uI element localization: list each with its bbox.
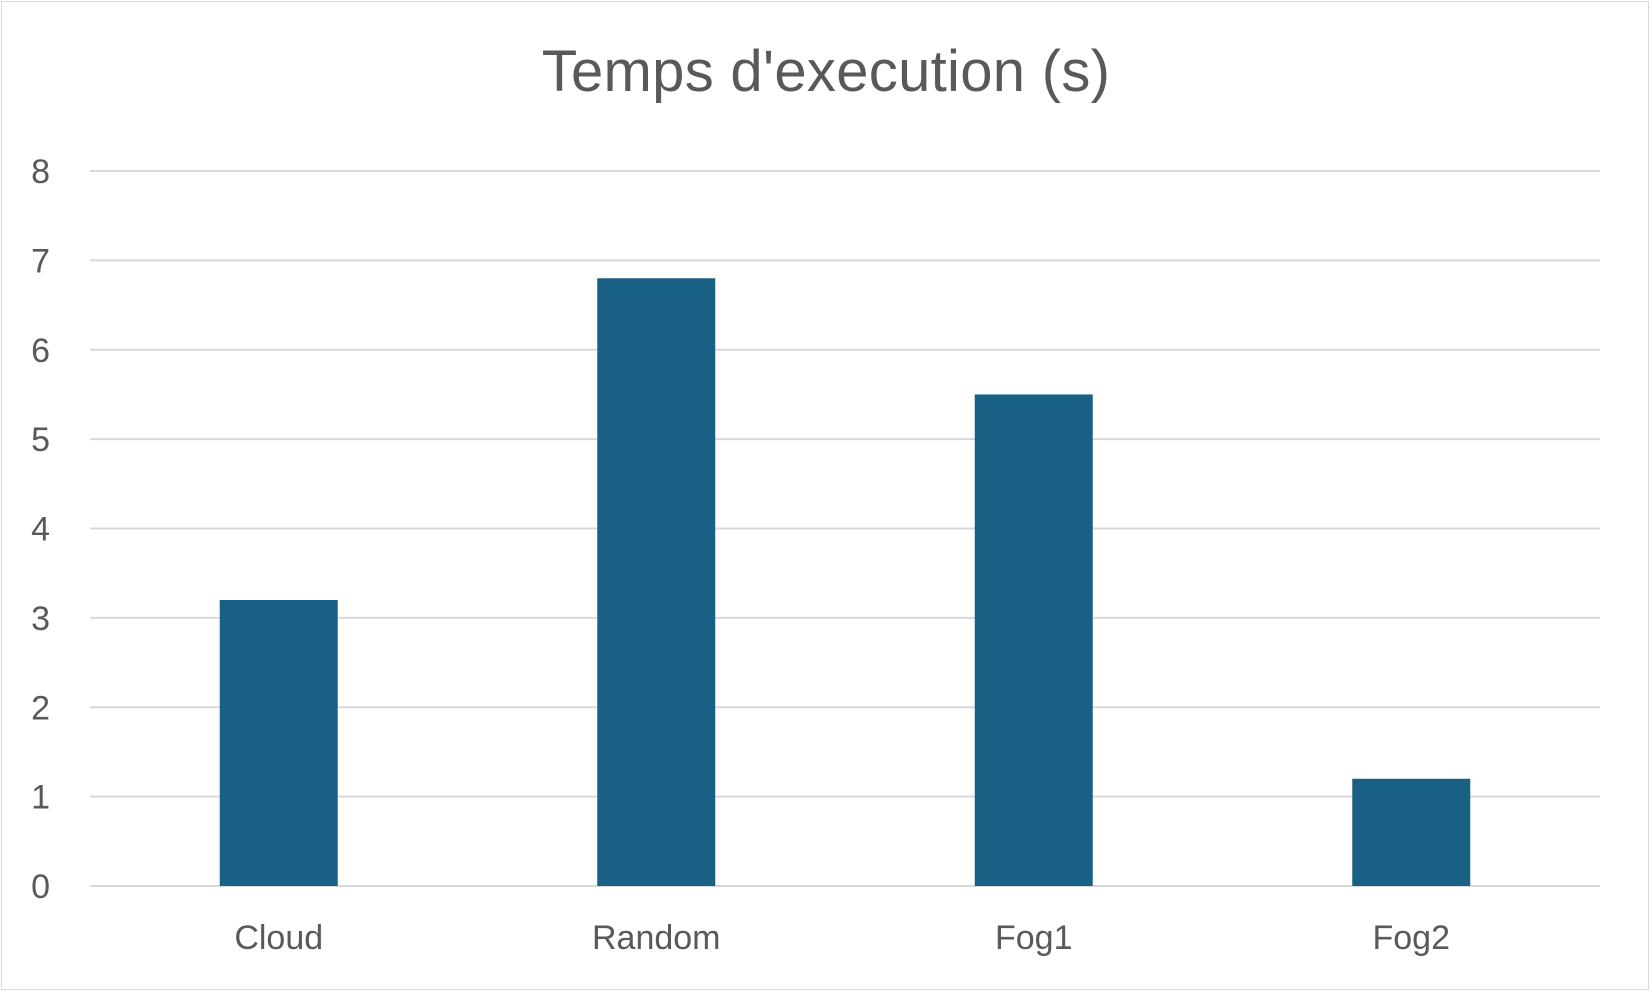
x-tick-label: Fog1 — [995, 919, 1073, 957]
x-tick-label: Cloud — [234, 919, 323, 957]
bar-cloud — [219, 600, 338, 886]
y-tick-label: 3 — [31, 600, 50, 638]
y-tick-label: 8 — [31, 153, 50, 191]
y-tick-label: 7 — [31, 242, 50, 280]
bar-fog2 — [1352, 778, 1471, 886]
y-tick-label: 6 — [31, 332, 50, 370]
y-tick-label: 1 — [31, 779, 50, 817]
y-tick-label: 2 — [31, 689, 50, 727]
bar-fog1 — [974, 394, 1093, 886]
x-tick-label: Fog2 — [1373, 919, 1451, 957]
y-tick-label: 5 — [31, 421, 50, 459]
bar-random — [597, 278, 716, 886]
y-tick-label: 4 — [31, 511, 50, 549]
chart-title: Temps d'execution (s) — [541, 39, 1111, 104]
y-tick-label: 0 — [31, 868, 50, 906]
x-tick-label: Random — [592, 919, 721, 957]
